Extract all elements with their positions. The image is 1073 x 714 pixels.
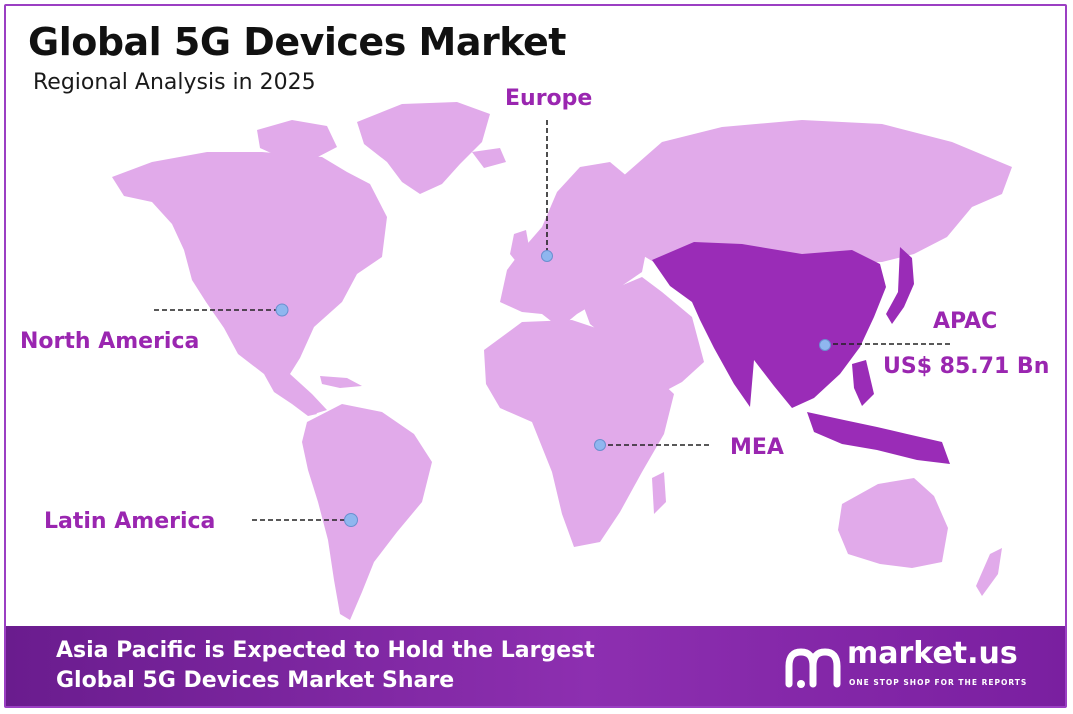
markers xyxy=(275,250,831,527)
infographic-frame: Global 5G Devices Market Regional Analys… xyxy=(4,4,1067,708)
australia-landmass xyxy=(838,478,948,568)
mea-marker xyxy=(594,439,606,451)
north-america-label: North America xyxy=(20,329,200,354)
north-america-landmass xyxy=(112,152,387,414)
uk-landmass xyxy=(510,230,530,264)
footer-line-1: Asia Pacific is Expected to Hold the Lar… xyxy=(56,638,595,663)
apac-label: APAC xyxy=(933,309,998,334)
japan-region xyxy=(886,247,914,324)
logo-name: market.us xyxy=(847,636,1018,671)
philippines-region xyxy=(852,360,874,406)
apac-marker xyxy=(819,339,831,351)
caribbean-landmass xyxy=(320,376,362,388)
iceland-landmass xyxy=(472,148,506,168)
arctic-islands-landmass xyxy=(257,120,337,160)
africa-landmass xyxy=(484,320,674,547)
north-america-marker xyxy=(275,303,289,317)
apac-region xyxy=(652,242,886,408)
europe-landmass xyxy=(500,162,647,328)
new-zealand-landmass xyxy=(976,548,1002,596)
logo-mark-icon xyxy=(785,648,841,688)
market-us-logo: market.us ONE STOP SHOP FOR THE REPORTS xyxy=(785,636,1035,696)
page-subtitle: Regional Analysis in 2025 xyxy=(33,70,316,95)
middle-east-landmass xyxy=(582,277,704,398)
greenland-landmass xyxy=(357,102,490,194)
madagascar-landmass xyxy=(652,472,666,514)
world-map xyxy=(112,102,1012,620)
footer-line-2: Global 5G Devices Market Share xyxy=(56,668,455,693)
russia-landmass xyxy=(622,120,1012,264)
indonesia-region xyxy=(807,412,950,464)
mea-label: MEA xyxy=(730,435,784,460)
leaders xyxy=(154,120,950,521)
logo-tagline: ONE STOP SHOP FOR THE REPORTS xyxy=(849,678,1028,687)
latin-america-label: Latin America xyxy=(44,509,216,534)
footer-banner: Asia Pacific is Expected to Hold the Lar… xyxy=(6,626,1065,706)
europe-marker xyxy=(541,250,553,262)
south-america-landmass xyxy=(302,404,432,620)
central-america-landmass xyxy=(264,374,317,416)
footer-message: Asia Pacific is Expected to Hold the Lar… xyxy=(56,636,595,696)
europe-label: Europe xyxy=(505,86,593,111)
apac-value: US$ 85.71 Bn xyxy=(883,354,1050,379)
page-title: Global 5G Devices Market xyxy=(28,20,566,64)
latin-america-marker xyxy=(344,513,358,527)
